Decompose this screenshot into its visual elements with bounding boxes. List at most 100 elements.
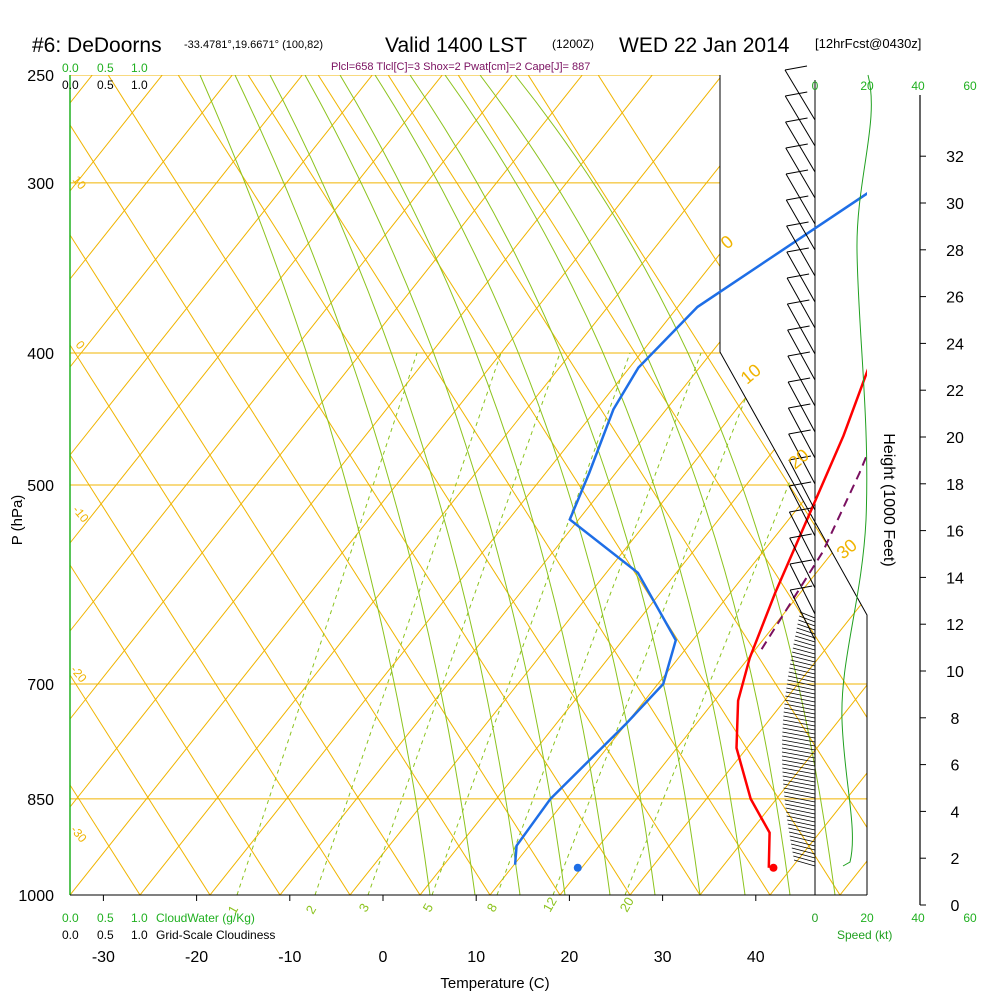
x-axis-title: Temperature (C) — [440, 975, 549, 992]
dry-adiabat-line — [0, 15, 70, 895]
mixing-ratio-line — [236, 352, 418, 895]
wind-barb-line — [781, 743, 816, 751]
speed-tick-bottom: 20 — [860, 911, 874, 925]
wind-barb-line — [783, 791, 816, 799]
wind-barb-line — [783, 783, 816, 791]
cloud-scale-top-black: 0.0 — [62, 78, 79, 92]
wind-barb-flag — [784, 65, 808, 71]
speed-tick-top: 60 — [963, 79, 977, 93]
cloud-scale-top-green: 0.0 — [62, 61, 79, 75]
temperature-grid-line — [70, 344, 421, 895]
wind-barb-line — [786, 815, 816, 823]
axis-labels: -30 -20 -10 0 10 20 30 402503004005007008501000… — [18, 61, 977, 966]
moist-adiabat-line — [234, 75, 476, 895]
wind-barb-staff — [785, 173, 816, 225]
wind-barb-line — [782, 727, 816, 735]
wind-barb-line — [792, 647, 816, 655]
wind-barb-line — [788, 671, 816, 679]
wind-barb-flag — [788, 377, 811, 383]
stability-indices: Plcl=658 Tlcl[C]=3 Shox=2 Pwat[cm]=2 Cap… — [331, 61, 590, 73]
pressure-tick-label: 850 — [27, 792, 54, 809]
cloud-scale-top-black: 0.5 — [97, 78, 114, 92]
moist-adiabat-label: -20 — [68, 663, 90, 686]
speed-tick-bottom: 60 — [963, 911, 977, 925]
height-tick-label: 20 — [946, 430, 964, 447]
height-tick-label: 0 — [951, 898, 960, 915]
wind-barb-line — [790, 843, 816, 851]
speed-tick-bottom: 0 — [812, 911, 819, 925]
wind-barb-line — [782, 735, 816, 743]
pressure-tick-label: 400 — [27, 346, 54, 363]
wind-barb-line — [784, 795, 816, 803]
wind-barb-staff — [784, 95, 816, 147]
mixing-ratio-label: 20 — [617, 894, 637, 914]
height-tick-label: 24 — [946, 336, 964, 353]
height-tick-label: 16 — [946, 524, 964, 541]
x-tick-label: -30 — [92, 949, 115, 966]
moist-adiabat-line — [374, 75, 656, 895]
speed-tick-top: 0 — [812, 79, 819, 93]
wind-barb-flag — [790, 585, 813, 591]
cloud-scale-bottom-black: 0.0 — [62, 928, 79, 942]
y-axis-title: P (hPa) — [9, 495, 26, 546]
wind-barb-staff — [785, 147, 816, 199]
temperature-grid-line — [107, 75, 631, 895]
wind-barb-line — [782, 763, 816, 771]
wind-barb-staff — [787, 329, 816, 381]
boundary-line — [719, 75, 868, 895]
dry-adiabat-line — [419, 332, 867, 895]
pressure-tick-label: 250 — [27, 68, 54, 85]
cloud-scale-bottom-green: 1.0 — [131, 911, 148, 925]
wind-barb-line — [784, 699, 816, 707]
wind-barb-line — [787, 679, 816, 687]
wind-barb-line — [796, 627, 816, 635]
date-label: WED 22 Jan 2014 — [619, 34, 790, 57]
cloudiness-label: Grid-Scale Cloudiness — [156, 928, 275, 942]
x-tick-label: 30 — [654, 949, 672, 966]
wind-barb-line — [793, 643, 816, 651]
height-tick-label: 22 — [946, 383, 964, 400]
cloud-scale-bottom-black: 1.0 — [131, 928, 148, 942]
wind-barb-line — [799, 615, 816, 623]
wind-barb-line — [790, 659, 816, 667]
wind-barb-line — [797, 623, 816, 631]
wind-barb-line — [793, 855, 816, 863]
dry-adiabat-line — [349, 244, 867, 895]
wind-barb-line — [791, 655, 816, 663]
wind-barb-line — [787, 819, 816, 827]
x-tick-label: 0 — [379, 949, 388, 966]
cloud-scale-bottom-green: 0.0 — [62, 911, 79, 925]
wind-barb-line — [782, 739, 816, 747]
pressure-tick-label: 1000 — [18, 888, 54, 905]
mixing-ratio-line — [496, 352, 702, 895]
wind-barb-line — [789, 663, 816, 671]
cloud-scale-bottom-green: 0.5 — [97, 911, 114, 925]
wind-barb-line — [786, 683, 816, 691]
wind-barb-flag — [788, 455, 811, 461]
wind-barb-flag — [786, 195, 809, 201]
wind-barb-line — [788, 831, 816, 839]
wind-barb-line — [793, 859, 816, 867]
mixing-ratio-label: 3 — [356, 901, 373, 915]
wind-barb-flag — [785, 91, 808, 97]
wind-panel — [781, 65, 872, 867]
station-location: -33.4781°,19.6671° (100,82) — [184, 39, 323, 51]
cloudwater-label: CloudWater (g/Kg) — [156, 911, 255, 925]
utc-time: (1200Z) — [552, 37, 594, 51]
frame — [69, 75, 921, 905]
moist-adiabat-line — [479, 75, 791, 895]
boundary-mask — [720, 75, 867, 615]
mixing-ratio-line — [314, 352, 502, 895]
moist-adiabat-line — [339, 75, 611, 895]
wind-barb-staff — [787, 407, 816, 459]
cloud-scale-top-black: 1.0 — [131, 78, 148, 92]
height-tick-label: 4 — [951, 804, 960, 821]
wind-barb-flag — [789, 507, 812, 513]
dewpoint-profile — [513, 192, 867, 865]
moist-adiabat-label: 0 — [73, 338, 88, 352]
pressure-tick-label: 700 — [27, 677, 54, 694]
wind-barb-line — [785, 691, 816, 699]
cloud-scale-bottom-black: 0.5 — [97, 928, 114, 942]
wind-barb-flag — [785, 117, 808, 123]
